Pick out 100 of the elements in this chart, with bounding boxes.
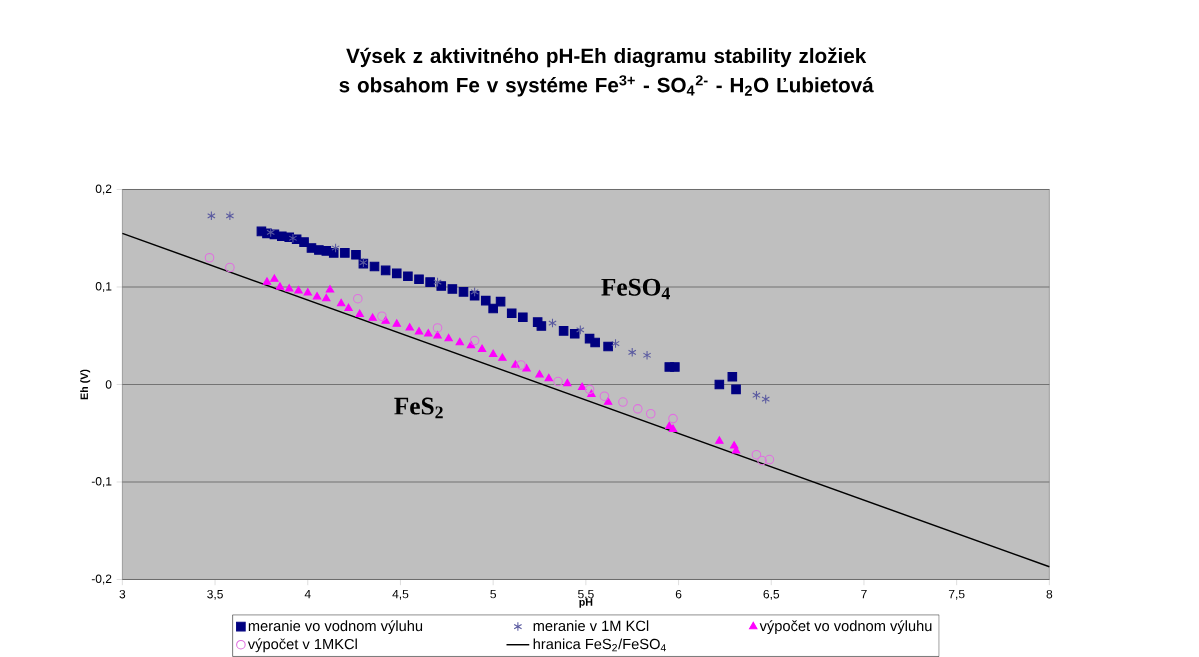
point	[516, 360, 526, 370]
point	[294, 286, 303, 294]
point	[303, 288, 312, 296]
point	[275, 282, 285, 290]
point	[325, 285, 335, 293]
point	[569, 328, 580, 339]
point	[584, 384, 595, 395]
point	[488, 303, 498, 314]
legend-label: meranie v 1M KCl	[533, 620, 649, 632]
point	[299, 237, 309, 247]
point	[757, 455, 767, 466]
legend-label: výpočet v 1MKCl	[247, 638, 357, 653]
point	[670, 362, 680, 372]
point	[751, 449, 762, 460]
point	[548, 318, 557, 328]
point	[444, 333, 453, 342]
point	[425, 277, 435, 287]
point	[603, 397, 613, 405]
point	[270, 274, 279, 282]
legend-label: meranie vo vodnom výluhu	[248, 620, 423, 635]
legend-label: hranica FeS$_{2}$/FeSO$_{4}$	[533, 638, 666, 652]
point	[715, 436, 724, 444]
y-tick-label: 0	[105, 380, 112, 389]
point	[731, 384, 741, 395]
point	[611, 338, 620, 349]
point	[328, 248, 339, 258]
point	[207, 211, 216, 221]
point	[590, 337, 600, 348]
y-tick-label: 0,2	[95, 184, 112, 195]
point	[288, 233, 298, 244]
point	[627, 347, 637, 358]
y-tick-label: -0,1	[91, 477, 112, 487]
x-tick-label: 7	[861, 589, 867, 599]
point	[433, 277, 442, 287]
point	[522, 364, 531, 372]
x-tick-label: 4,5	[392, 589, 409, 600]
point	[544, 373, 554, 382]
point	[432, 323, 443, 333]
x-tick-label: 4	[304, 589, 311, 599]
point	[535, 369, 544, 378]
point	[470, 287, 479, 297]
point	[322, 293, 331, 302]
legend-label: výpočet vo vodnom výluhu	[759, 620, 932, 635]
point	[353, 293, 363, 304]
point	[447, 284, 458, 294]
x-tick-label: 6	[675, 589, 682, 599]
point	[577, 382, 587, 391]
point	[495, 296, 506, 307]
point	[645, 408, 656, 419]
point	[518, 312, 528, 323]
point	[488, 349, 498, 357]
annotation: FeSO$_{4}$	[601, 278, 670, 300]
point	[553, 376, 563, 387]
point	[752, 390, 761, 401]
x-axis-title: pH	[579, 598, 593, 608]
point	[266, 227, 275, 238]
point	[340, 248, 350, 258]
point	[455, 337, 465, 346]
point	[355, 309, 364, 317]
point	[599, 391, 610, 401]
point	[558, 326, 569, 336]
point	[618, 397, 628, 407]
point	[225, 262, 235, 273]
point	[262, 277, 272, 285]
point	[284, 284, 294, 292]
point	[331, 243, 340, 253]
point	[536, 321, 547, 331]
point	[764, 454, 775, 465]
x-tick-label: 5	[490, 589, 496, 599]
x-tick-label: 8	[1046, 589, 1053, 599]
point	[576, 325, 585, 335]
point	[761, 394, 770, 404]
point	[469, 335, 480, 346]
point	[204, 252, 215, 263]
point	[392, 319, 401, 327]
point	[225, 211, 235, 221]
point	[405, 323, 414, 331]
point	[727, 371, 738, 382]
x-tick-label: 7,5	[948, 589, 965, 600]
point	[506, 308, 517, 319]
point	[668, 413, 678, 424]
chart-title: Výsek z aktivitného pH-Eh diagramu stability zložiek s obsahom Fe v systéme Fe$^{3+}$ - SO$_{4}$$^{2-}$ - H$_{2}$O Ľubietová	[339, 47, 874, 97]
point	[391, 268, 402, 279]
point	[351, 250, 361, 260]
point	[414, 274, 424, 284]
point	[477, 344, 487, 353]
point	[433, 330, 442, 339]
x-tick-label: 6,5	[763, 589, 780, 600]
point	[632, 404, 643, 414]
point	[414, 327, 424, 335]
point	[344, 303, 353, 312]
point	[312, 291, 322, 300]
x-tick-label: 3,5	[207, 589, 223, 600]
point	[714, 379, 725, 390]
x-tick-label: 3	[119, 589, 126, 599]
y-axis-title: Eh (V)	[80, 369, 91, 400]
point	[403, 271, 413, 282]
point	[563, 378, 572, 387]
point	[603, 341, 613, 352]
y-tick-label: 0,1	[95, 282, 112, 292]
